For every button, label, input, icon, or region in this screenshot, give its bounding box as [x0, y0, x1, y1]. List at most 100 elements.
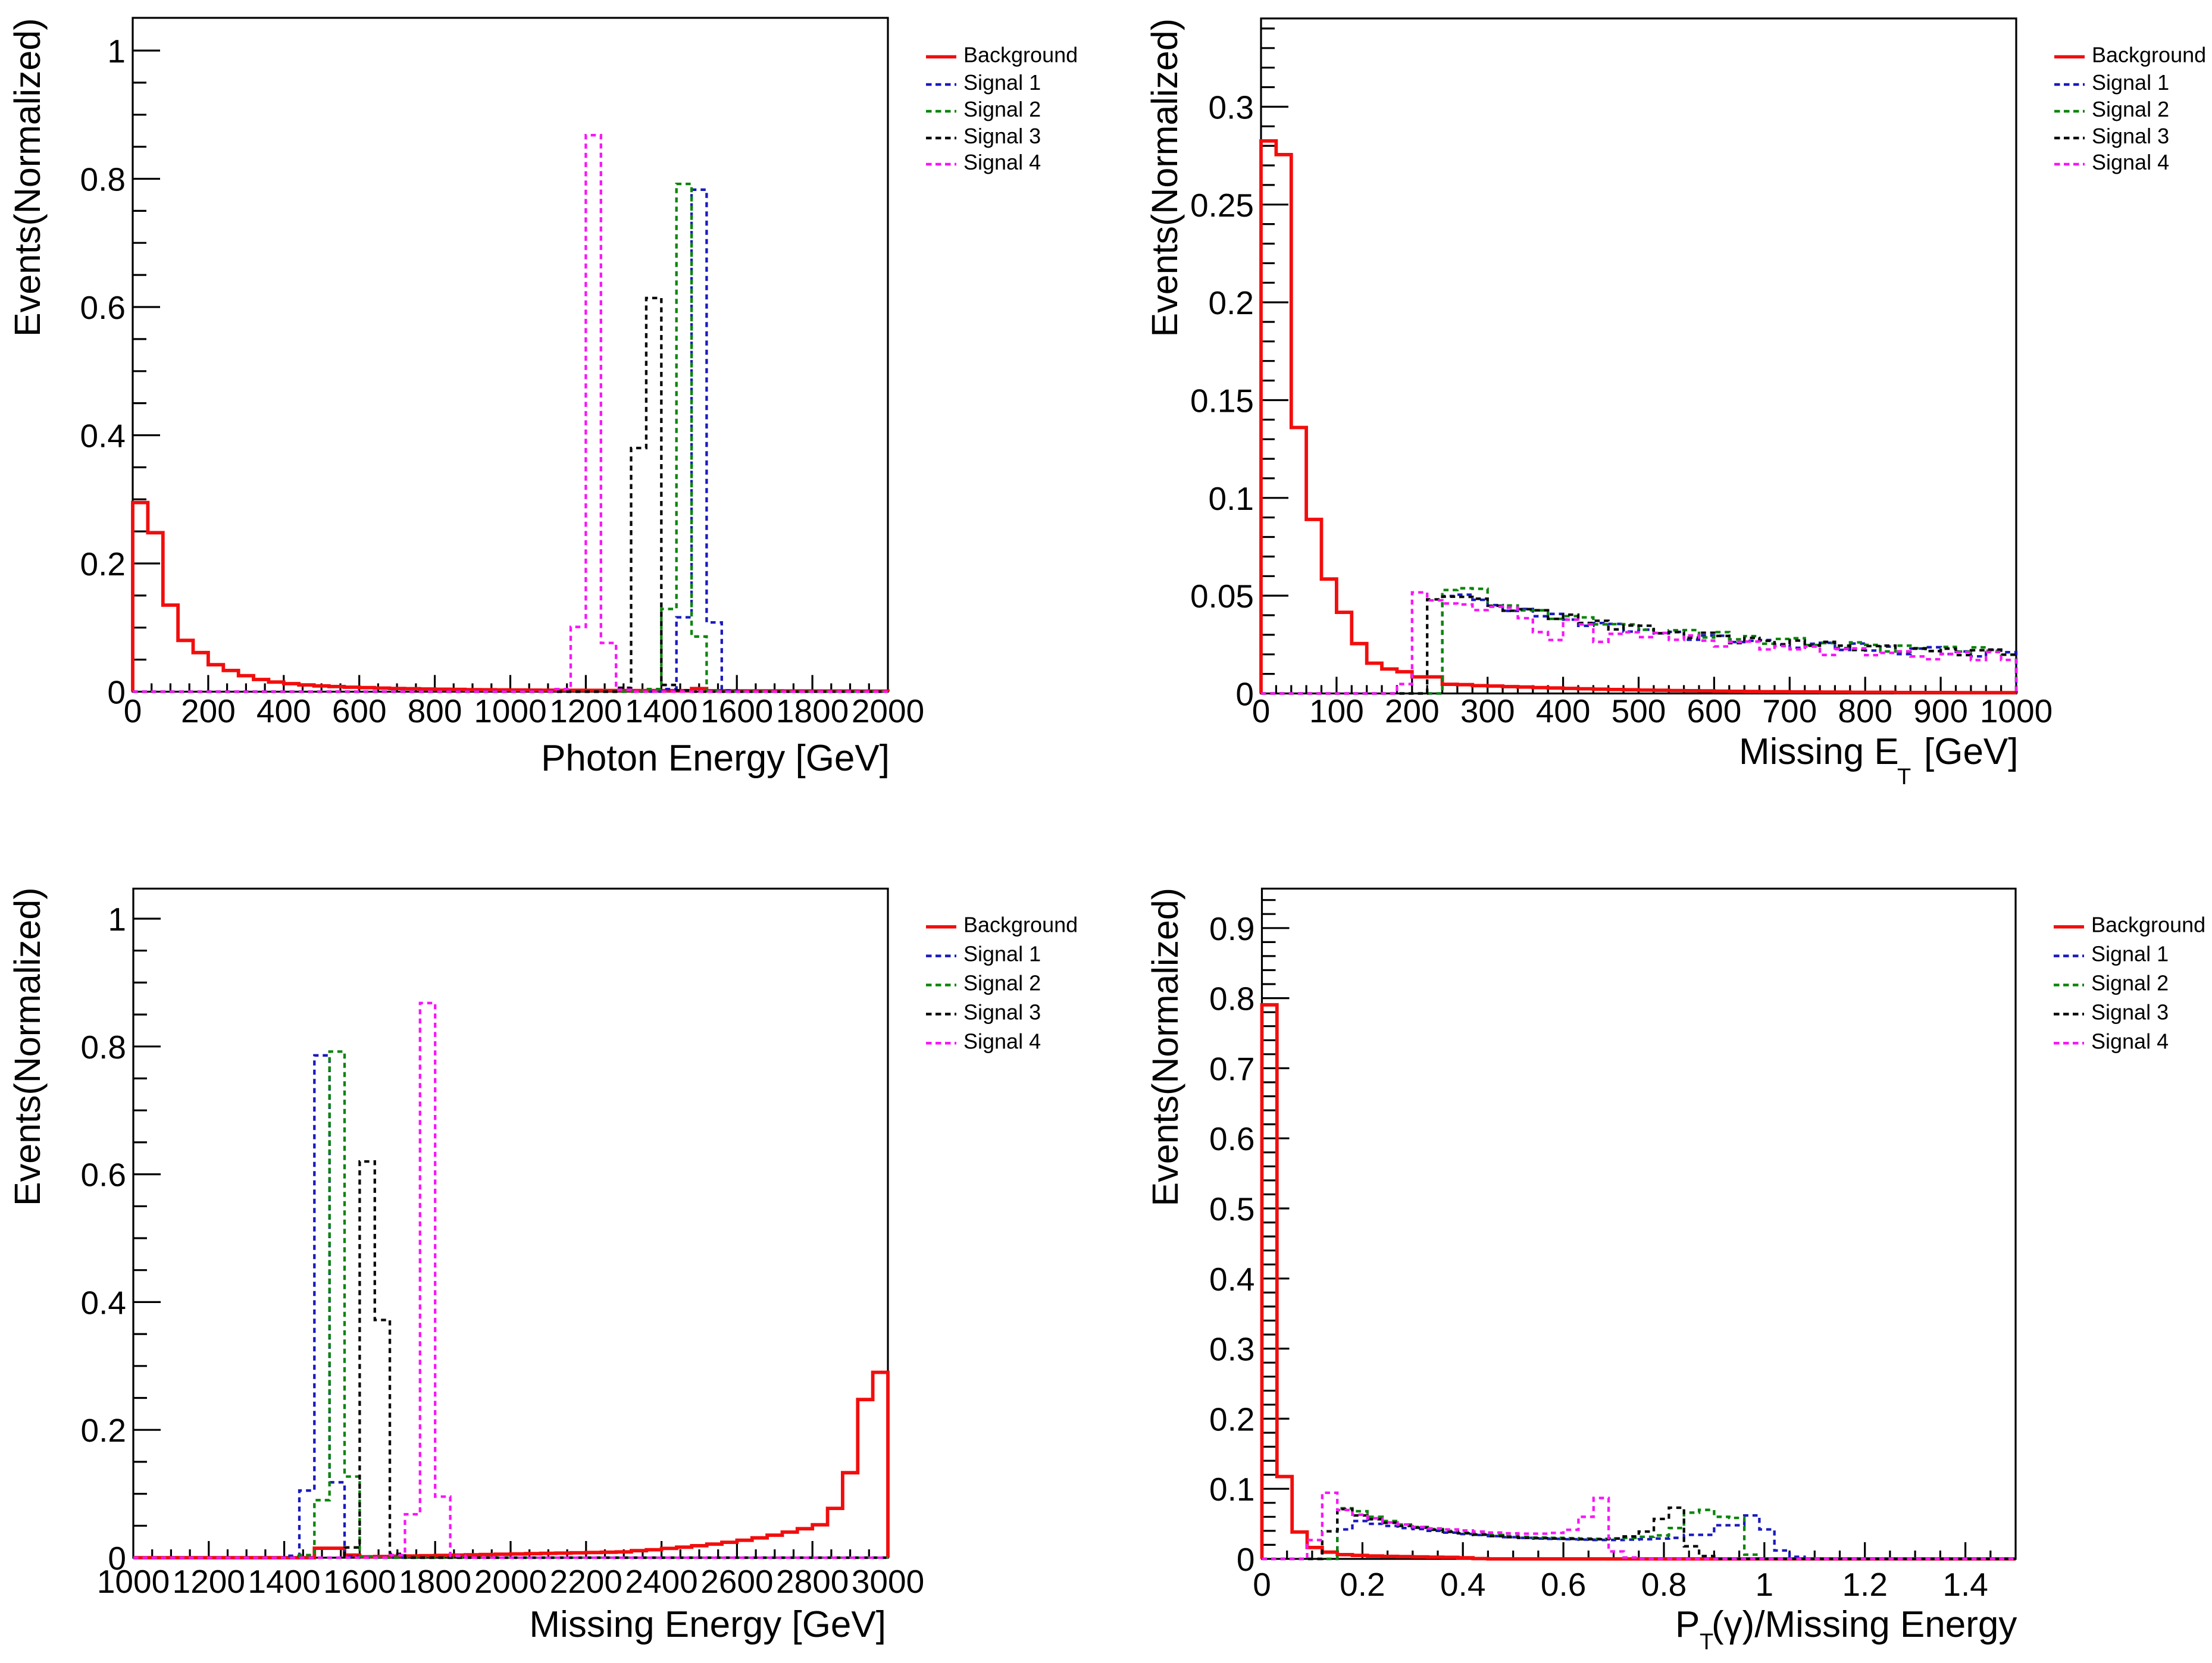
svg-text:Missing Energy [GeV]: Missing Energy [GeV]	[529, 1604, 886, 1645]
svg-text:Background: Background	[2092, 43, 2206, 67]
svg-text:0.4: 0.4	[81, 1284, 126, 1321]
svg-text:Missing E: Missing E	[1739, 731, 1899, 772]
svg-text:0.8: 0.8	[81, 1029, 126, 1066]
svg-text:P: P	[1675, 1604, 1700, 1645]
svg-text:0.2: 0.2	[1340, 1566, 1385, 1603]
svg-text:2400: 2400	[625, 1563, 697, 1600]
svg-text:0.15: 0.15	[1190, 382, 1254, 419]
svg-text:0.4: 0.4	[1440, 1566, 1485, 1603]
svg-text:1000: 1000	[97, 1563, 170, 1600]
svg-text:400: 400	[1536, 693, 1591, 729]
svg-text:0: 0	[1237, 1541, 1255, 1578]
svg-text:0.1: 0.1	[1209, 480, 1254, 517]
svg-text:0: 0	[124, 693, 142, 729]
svg-text:1200: 1200	[549, 693, 622, 729]
svg-text:400: 400	[256, 693, 311, 729]
svg-text:0: 0	[107, 674, 126, 711]
svg-text:Events(Normalized): Events(Normalized)	[7, 887, 48, 1206]
svg-text:0.2: 0.2	[81, 1412, 126, 1449]
svg-text:Signal 2: Signal 2	[2092, 97, 2169, 121]
svg-text:Signal 2: Signal 2	[963, 971, 1041, 995]
svg-text:0.6: 0.6	[1209, 1120, 1254, 1157]
svg-text:Signal 1: Signal 1	[2091, 942, 2169, 966]
svg-text:0.2: 0.2	[1209, 1401, 1254, 1437]
svg-text:2600: 2600	[700, 1563, 773, 1600]
svg-text:Signal 3: Signal 3	[2092, 124, 2169, 148]
svg-text:Background: Background	[963, 913, 1078, 937]
svg-text:Signal 4: Signal 4	[963, 150, 1041, 174]
svg-text:0.8: 0.8	[1209, 981, 1254, 1017]
svg-text:1800: 1800	[776, 693, 849, 729]
svg-text:0.4: 0.4	[80, 418, 126, 455]
svg-text:1600: 1600	[323, 1563, 396, 1600]
svg-text:Background: Background	[2091, 913, 2205, 937]
svg-text:0.6: 0.6	[81, 1157, 126, 1194]
svg-text:1: 1	[1756, 1566, 1774, 1603]
svg-text:Signal 1: Signal 1	[963, 942, 1041, 966]
svg-text:Signal 2: Signal 2	[963, 97, 1041, 121]
svg-text:1.2: 1.2	[1842, 1566, 1887, 1603]
svg-text:2800: 2800	[776, 1563, 849, 1600]
svg-text:0.3: 0.3	[1209, 1331, 1254, 1368]
svg-text:0.3: 0.3	[1209, 89, 1254, 126]
svg-text:Events(Normalized): Events(Normalized)	[1145, 888, 1185, 1207]
svg-text:2000: 2000	[852, 693, 924, 729]
svg-text:1400: 1400	[248, 1563, 320, 1600]
svg-text:Events(Normalized): Events(Normalized)	[1144, 18, 1185, 337]
svg-text:600: 600	[332, 693, 387, 729]
svg-text:1000: 1000	[1980, 693, 2053, 729]
svg-text:0.2: 0.2	[1209, 284, 1254, 321]
svg-text:Signal 3: Signal 3	[2091, 1000, 2169, 1024]
svg-text:900: 900	[1913, 693, 1968, 729]
svg-text:[GeV]: [GeV]	[1924, 731, 2019, 772]
svg-text:1200: 1200	[173, 1563, 245, 1600]
svg-text:1600: 1600	[700, 693, 773, 729]
svg-text:200: 200	[181, 693, 236, 729]
svg-text:Signal 4: Signal 4	[2091, 1029, 2169, 1053]
svg-text:0.9: 0.9	[1209, 910, 1254, 947]
svg-text:1: 1	[107, 33, 126, 70]
svg-text:0.05: 0.05	[1190, 578, 1254, 615]
svg-text:Background: Background	[963, 43, 1078, 67]
svg-text:Events(Normalized): Events(Normalized)	[7, 18, 48, 337]
svg-text:0.7: 0.7	[1209, 1050, 1254, 1087]
svg-text:Signal 3: Signal 3	[963, 124, 1041, 148]
svg-text:Signal 1: Signal 1	[2092, 70, 2169, 95]
svg-text:T: T	[1700, 1630, 1713, 1655]
svg-text:0: 0	[1235, 676, 1254, 713]
svg-text:Signal 4: Signal 4	[2092, 150, 2169, 174]
svg-text:Signal 2: Signal 2	[2091, 971, 2169, 995]
svg-text:Photon Energy [GeV]: Photon Energy [GeV]	[541, 738, 890, 779]
svg-text:0.1: 0.1	[1209, 1471, 1254, 1508]
svg-text:1.4: 1.4	[1942, 1566, 1988, 1603]
svg-text:Signal 4: Signal 4	[963, 1029, 1041, 1053]
svg-text:700: 700	[1762, 693, 1817, 729]
svg-text:1: 1	[108, 901, 126, 938]
svg-text:0: 0	[108, 1540, 126, 1577]
svg-text:0: 0	[1253, 1566, 1271, 1603]
svg-text:0.4: 0.4	[1209, 1261, 1254, 1298]
svg-text:0: 0	[1252, 693, 1271, 729]
svg-text:2000: 2000	[474, 1563, 547, 1600]
svg-text:0.25: 0.25	[1190, 187, 1254, 224]
svg-text:600: 600	[1687, 693, 1742, 729]
svg-text:0.8: 0.8	[1641, 1566, 1687, 1603]
svg-text:800: 800	[1838, 693, 1892, 729]
svg-text:1800: 1800	[399, 1563, 471, 1600]
svg-text:1400: 1400	[625, 693, 697, 729]
svg-text:100: 100	[1309, 693, 1364, 729]
svg-text:T: T	[1897, 765, 1911, 790]
svg-text:Signal 1: Signal 1	[963, 70, 1041, 95]
svg-text:300: 300	[1460, 693, 1515, 729]
svg-text:0.6: 0.6	[80, 289, 126, 326]
svg-text:2200: 2200	[550, 1563, 622, 1600]
svg-text:0.5: 0.5	[1209, 1191, 1254, 1227]
svg-text:500: 500	[1612, 693, 1666, 729]
svg-text:1000: 1000	[474, 693, 546, 729]
svg-text:0.6: 0.6	[1541, 1566, 1586, 1603]
svg-text:0.8: 0.8	[80, 161, 126, 198]
svg-text:200: 200	[1385, 693, 1440, 729]
svg-text:0.2: 0.2	[80, 546, 126, 582]
svg-text:(γ)/Missing Energy: (γ)/Missing Energy	[1712, 1604, 2017, 1645]
svg-text:Signal 3: Signal 3	[963, 1000, 1041, 1024]
